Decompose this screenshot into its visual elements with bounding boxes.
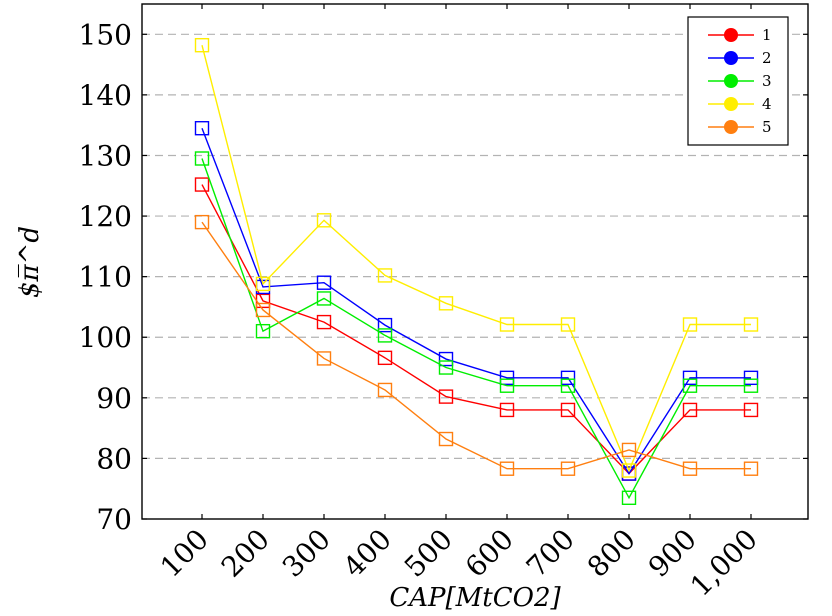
data-point xyxy=(255,302,271,318)
data-point xyxy=(560,378,576,393)
series-line-5 xyxy=(201,221,751,470)
data-point xyxy=(621,463,637,478)
x-tick-label: 500 xyxy=(398,523,459,584)
data-point xyxy=(682,370,698,386)
y-axis-label: $π̅^d xyxy=(15,226,45,298)
data-point xyxy=(682,461,698,476)
legend: 1 2 3 4 5 xyxy=(687,16,789,146)
series-1 xyxy=(194,177,759,481)
series-3 xyxy=(194,151,759,505)
x-tick-label: 800 xyxy=(581,523,642,584)
data-point xyxy=(194,177,210,192)
data-point xyxy=(377,382,393,398)
data-point xyxy=(194,214,210,230)
y-tick-label: 100 xyxy=(79,321,132,354)
data-point xyxy=(438,296,454,311)
legend-marker xyxy=(724,74,738,88)
data-point xyxy=(743,378,759,393)
x-tick-label: 700 xyxy=(520,523,581,584)
data-point xyxy=(316,351,332,366)
y-tick-label: 130 xyxy=(79,139,132,172)
data-point xyxy=(743,461,759,476)
data-point xyxy=(682,402,698,418)
y-tick-label: 150 xyxy=(79,18,132,51)
data-point xyxy=(316,213,332,228)
data-point xyxy=(621,442,637,458)
data-point xyxy=(316,291,332,306)
x-tick-label: 300 xyxy=(276,523,337,584)
x-tick-label: 100 xyxy=(154,523,215,584)
data-point xyxy=(743,317,759,332)
y-axis: 70 80 90 100 110 120 130 140 150 xyxy=(79,18,808,536)
data-point xyxy=(682,378,698,393)
y-tick-label: 120 xyxy=(79,200,132,233)
data-point xyxy=(316,314,332,330)
data-point xyxy=(316,275,332,290)
series-layer xyxy=(194,38,759,505)
data-point xyxy=(377,350,393,366)
legend-marker xyxy=(724,120,738,134)
data-point xyxy=(255,276,271,292)
y-tick-label: 80 xyxy=(96,442,132,475)
data-point xyxy=(743,370,759,386)
x-tick-label: 600 xyxy=(459,523,520,584)
series-2 xyxy=(194,121,759,481)
legend-label: 1 xyxy=(762,26,772,44)
legend-entry-3: 3 xyxy=(708,72,772,90)
series-line-1 xyxy=(201,184,751,475)
y-tick-label: 110 xyxy=(79,261,132,294)
data-point xyxy=(377,328,393,343)
data-point xyxy=(560,370,576,386)
data-point xyxy=(560,317,576,332)
data-point xyxy=(560,402,576,418)
legend-entry-1: 1 xyxy=(708,26,772,44)
data-point xyxy=(377,317,393,333)
series-5 xyxy=(194,214,759,476)
plot-frame xyxy=(141,3,809,520)
legend-label: 2 xyxy=(762,49,772,67)
legend-marker xyxy=(724,28,738,42)
legend-label: 3 xyxy=(762,72,772,90)
series-line-3 xyxy=(201,158,751,500)
series-4 xyxy=(194,38,759,478)
data-point xyxy=(194,38,210,53)
y-tick-label: 70 xyxy=(96,503,132,536)
data-point xyxy=(377,268,393,283)
data-point xyxy=(438,431,454,447)
data-point xyxy=(560,461,576,476)
series-line-4 xyxy=(201,45,751,473)
legend-entry-5: 5 xyxy=(708,118,772,136)
data-point xyxy=(682,317,698,332)
data-point xyxy=(499,317,515,332)
data-point xyxy=(743,402,759,418)
x-tick-label: 1,000 xyxy=(684,523,764,603)
legend-marker xyxy=(724,51,738,65)
x-axis-label: CAP[MtCO2] xyxy=(389,583,561,613)
data-point xyxy=(499,378,515,393)
legend-entry-4: 4 xyxy=(708,95,772,113)
grid-lines xyxy=(142,33,808,460)
x-tick-label: 400 xyxy=(337,523,398,584)
data-point xyxy=(499,461,515,476)
data-point xyxy=(194,121,210,136)
legend-entry-2: 2 xyxy=(708,49,772,67)
legend-label: 4 xyxy=(762,95,772,113)
data-point xyxy=(499,402,515,418)
data-point xyxy=(438,360,454,375)
data-point xyxy=(621,490,637,505)
data-point xyxy=(438,389,454,404)
series-line-2 xyxy=(201,127,751,475)
legend-label: 5 xyxy=(762,118,772,136)
data-point xyxy=(255,323,271,339)
y-tick-label: 90 xyxy=(96,382,132,415)
legend-marker xyxy=(724,97,738,111)
data-point xyxy=(194,151,210,166)
data-point xyxy=(438,351,454,367)
data-point xyxy=(499,370,515,386)
x-tick-label: 200 xyxy=(215,523,276,584)
y-tick-label: 140 xyxy=(79,79,132,112)
